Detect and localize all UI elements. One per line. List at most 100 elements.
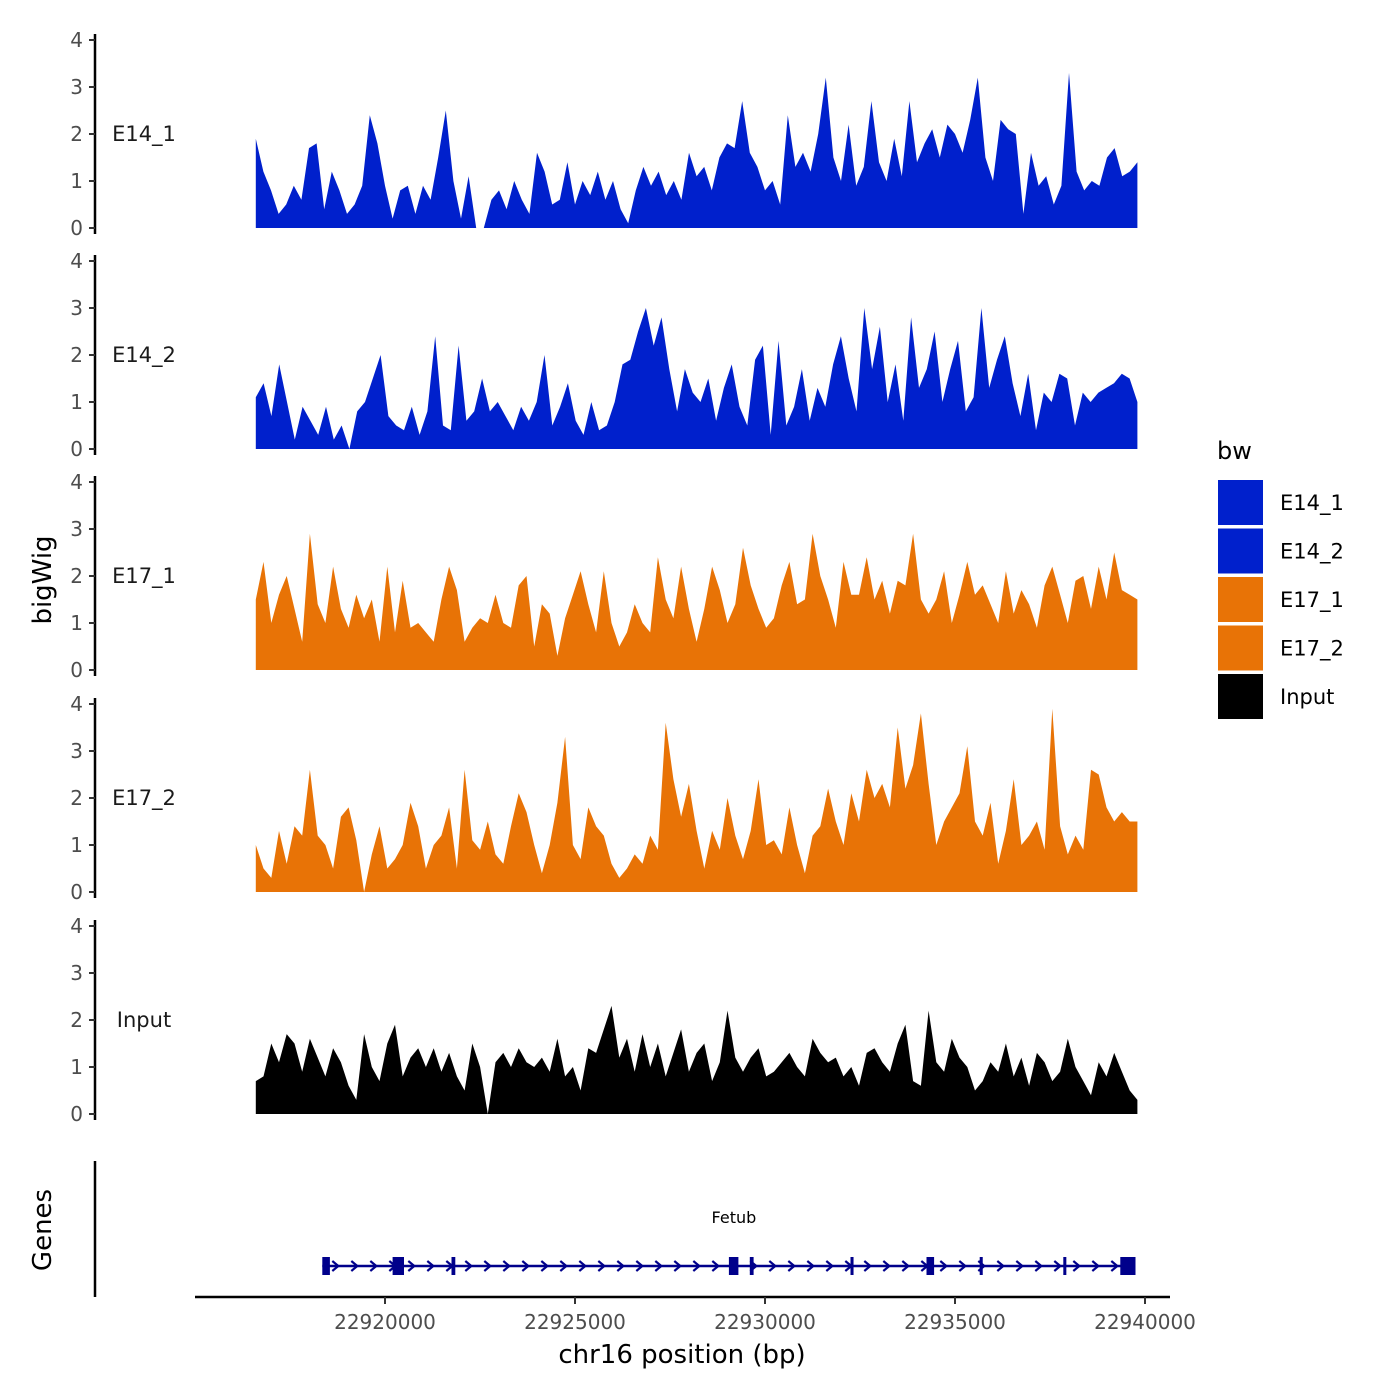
y-tick-label-E17_1-1: 1 (70, 611, 83, 635)
legend-label-E14_2: E14_2 (1280, 540, 1344, 565)
exon-8 (979, 1257, 983, 1275)
y-tick-label-E17_1-0: 0 (70, 658, 83, 682)
y-tick-label-E14_2-1: 1 (70, 390, 83, 414)
strand-arrow (1072, 1260, 1082, 1272)
y-tick-label-E14_1-0: 0 (70, 216, 83, 240)
track-label-E14_1: E14_1 (112, 122, 176, 147)
strand-arrow (882, 1260, 892, 1272)
track-label-E17_2: E17_2 (112, 786, 176, 811)
x-axis: 22920000 22925000 22930000 22935000 22940000 (195, 1295, 1196, 1334)
strand-arrow (939, 1260, 949, 1272)
strand-arrow (825, 1260, 835, 1272)
y-tick-label-E17_1-2: 2 (70, 564, 83, 588)
area-E14_1 (255, 72, 1138, 229)
legend-label-E14_1: E14_1 (1280, 491, 1344, 516)
strand-arrow (369, 1260, 379, 1272)
strand-arrow (578, 1260, 588, 1272)
exon-1 (322, 1257, 330, 1275)
strand-arrow (350, 1260, 360, 1272)
strand-arrow (559, 1260, 569, 1272)
strand-arrow (901, 1260, 911, 1272)
strand-arrow (768, 1260, 778, 1272)
y-tick-label-E14_1-3: 3 (70, 75, 83, 99)
x-axis-title: chr16 position (bp) (558, 1340, 805, 1370)
strand-arrow (426, 1260, 436, 1272)
x-tick-label-22920000: 22920000 (334, 1310, 436, 1334)
strand-arrow (1110, 1260, 1120, 1272)
y-tick-label-E17_2-1: 1 (70, 833, 83, 857)
track-label-Input: Input (117, 1008, 171, 1032)
y-tick-label-E17_2-4: 4 (70, 692, 83, 716)
exon-7 (926, 1257, 935, 1275)
strand-arrow (673, 1260, 683, 1272)
legend-label-Input: Input (1280, 685, 1334, 709)
x-tick-label-22940000: 22940000 (1094, 1310, 1196, 1334)
genes-panel: Genes Fetub (28, 1161, 1136, 1297)
track-E14_1: 0 1 2 3 4 E14_1 (70, 28, 1138, 240)
y-tick-label-E17_1-3: 3 (70, 517, 83, 541)
legend-key-E14_2 (1218, 528, 1263, 574)
y-tick-label-E14_2-3: 3 (70, 296, 83, 320)
legend-key-E14_1 (1218, 480, 1263, 525)
area-E14_2 (255, 308, 1138, 449)
strand-arrow (502, 1260, 512, 1272)
strand-arrow (407, 1260, 417, 1272)
y-tick-label-Input-3: 3 (70, 961, 83, 985)
strand-arrow (521, 1260, 531, 1272)
legend-key-Input (1218, 674, 1263, 719)
y-tick-label-Input-2: 2 (70, 1008, 83, 1032)
strand-arrow (1091, 1260, 1101, 1272)
x-tick-label-22925000: 22925000 (524, 1310, 626, 1334)
area-E17_2 (255, 708, 1138, 892)
strand-arrow (540, 1260, 550, 1272)
y-axis-title: bigWig (28, 535, 58, 624)
legend-label-E17_2: E17_2 (1280, 637, 1344, 662)
track-E14_2: 0 1 2 3 4 E14_2 (70, 249, 1138, 461)
y-tick-label-E17_1-4: 4 (70, 470, 83, 494)
strand-arrow (635, 1260, 645, 1272)
track-label-E14_2: E14_2 (112, 343, 176, 368)
exon-3 (451, 1257, 456, 1275)
track-E17_2: 0 1 2 3 4 E17_2 (70, 692, 1138, 904)
strand-arrow (787, 1260, 797, 1272)
y-tick-label-E14_2-0: 0 (70, 437, 83, 461)
gene-name-label: Fetub (712, 1208, 757, 1227)
gene-model (322, 1257, 1136, 1275)
y-tick-label-Input-1: 1 (70, 1055, 83, 1079)
strand-arrow (616, 1260, 626, 1272)
strand-arrow (863, 1260, 873, 1272)
strand-arrow (996, 1260, 1006, 1272)
y-tick-label-E14_1-1: 1 (70, 169, 83, 193)
x-tick-label-22930000: 22930000 (714, 1310, 816, 1334)
strand-arrow (331, 1260, 341, 1272)
y-tick-label-Input-4: 4 (70, 914, 83, 938)
legend-title: bw (1217, 437, 1252, 465)
strand-arrow (711, 1260, 721, 1272)
strand-arrow (464, 1260, 474, 1272)
y-tick-label-E17_2-0: 0 (70, 880, 83, 904)
exon-2 (392, 1257, 404, 1275)
exon-4 (728, 1257, 739, 1275)
strand-arrow (654, 1260, 664, 1272)
exon-10 (1120, 1257, 1136, 1275)
exon-6 (850, 1257, 854, 1275)
area-E17_1 (255, 533, 1138, 670)
x-tick-label-22935000: 22935000 (904, 1310, 1006, 1334)
y-tick-label-Input-0: 0 (70, 1102, 83, 1126)
legend: bw E14_1 E14_2 E17_1 E17_2 Input (1217, 437, 1344, 719)
strand-arrow (597, 1260, 607, 1272)
exon-9 (1063, 1257, 1067, 1275)
strand-arrow (692, 1260, 702, 1272)
area-Input (255, 1005, 1138, 1114)
y-tick-label-E14_2-4: 4 (70, 249, 83, 273)
strand-arrow (806, 1260, 816, 1272)
exon-5 (749, 1257, 754, 1275)
y-tick-label-E14_1-4: 4 (70, 28, 83, 52)
strand-arrow (958, 1260, 968, 1272)
strand-arrow (483, 1260, 493, 1272)
bigwig-tracks: 0 1 2 3 4 E14_1 0 1 2 3 4 E14_2 0 1 2 3 4 E17_1 0 1 2 3 4 E17_2… (70, 28, 1138, 1126)
y-tick-label-E14_2-2: 2 (70, 343, 83, 367)
track-E17_1: 0 1 2 3 4 E17_1 (70, 470, 1138, 682)
strand-arrow (1034, 1260, 1044, 1272)
